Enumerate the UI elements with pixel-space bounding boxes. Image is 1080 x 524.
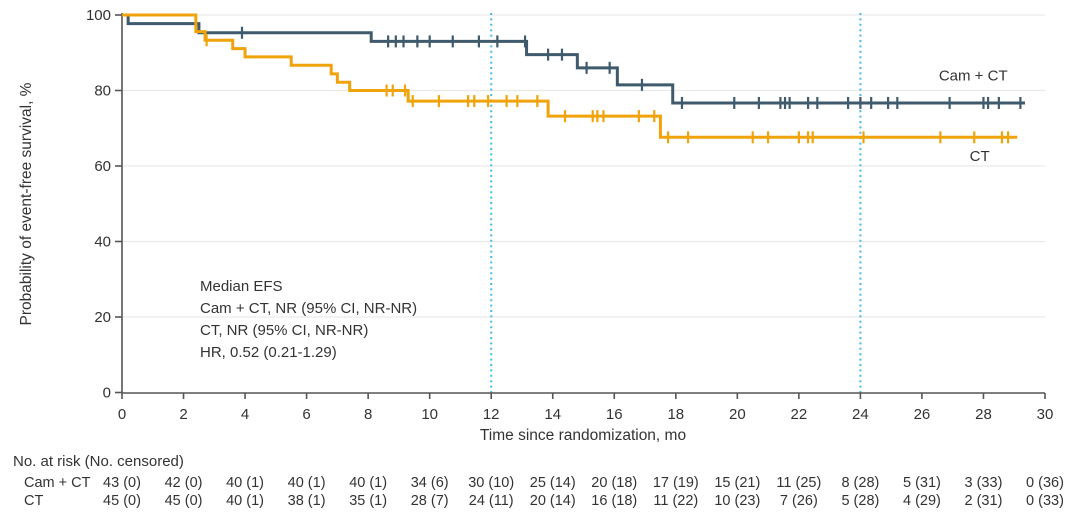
risk-cell-ct-20mo: 10 (23): [714, 493, 760, 509]
y-tick-label-100: 100: [86, 7, 111, 24]
risk-cell-ct-30mo: 0 (33): [1026, 493, 1064, 509]
risk-cell-cam-ct-8mo: 40 (1): [349, 475, 387, 491]
series-label-ct: CT: [970, 148, 990, 165]
risk-cell-ct-22mo: 7 (26): [780, 493, 818, 509]
risk-cell-ct-6mo: 38 (1): [288, 493, 326, 509]
risk-row-label-cam-ct: Cam + CT: [24, 475, 91, 491]
risk-cell-ct-18mo: 11 (22): [653, 493, 698, 509]
risk-cell-ct-12mo: 24 (11): [469, 493, 514, 509]
y-axis-title: Probability of event-free survival, %: [18, 82, 35, 325]
risk-cell-cam-ct-0mo: 43 (0): [103, 475, 141, 491]
risk-table-title: No. at risk (No. censored): [13, 453, 184, 470]
risk-cell-cam-ct-6mo: 40 (1): [288, 475, 326, 491]
risk-cell-cam-ct-12mo: 30 (10): [468, 475, 514, 491]
x-tick-label-28: 28: [975, 406, 992, 423]
risk-cell-ct-4mo: 40 (1): [226, 493, 264, 509]
annotation-line-1: Median EFS: [200, 278, 283, 295]
x-tick-label-24: 24: [852, 406, 869, 423]
risk-row-label-ct: CT: [24, 493, 43, 509]
y-tick-label-0: 0: [103, 385, 111, 402]
risk-cell-ct-10mo: 28 (7): [411, 493, 449, 509]
series-layer: [122, 13, 1025, 144]
risk-cell-ct-8mo: 35 (1): [349, 493, 387, 509]
x-tick-label-30: 30: [1037, 406, 1054, 423]
y-tick-label-40: 40: [94, 234, 111, 251]
annotation-line-3: CT, NR (95% CI, NR-NR): [200, 322, 368, 339]
risk-cell-ct-26mo: 4 (29): [903, 493, 941, 509]
survival-curve-ct: [122, 13, 1018, 139]
risk-cell-cam-ct-24mo: 8 (28): [841, 475, 879, 491]
median-efs-annotation: Median EFS Cam + CT, NR (95% CI, NR-NR) …: [200, 278, 417, 361]
x-tick-label-26: 26: [914, 406, 931, 423]
series-label-cam-ct: Cam + CT: [939, 67, 1008, 84]
x-tick-label-14: 14: [544, 406, 561, 423]
survival-curve-cam-ct: [122, 13, 1025, 105]
risk-cell-cam-ct-14mo: 25 (14): [530, 475, 576, 491]
risk-cell-ct-24mo: 5 (28): [841, 493, 879, 509]
risk-cell-ct-14mo: 20 (14): [530, 493, 576, 509]
x-tick-label-22: 22: [791, 406, 808, 423]
risk-cell-cam-ct-10mo: 34 (6): [411, 475, 449, 491]
risk-cell-cam-ct-28mo: 3 (33): [965, 475, 1003, 491]
risk-cell-cam-ct-30mo: 0 (36): [1026, 475, 1064, 491]
risk-cell-ct-2mo: 45 (0): [165, 493, 203, 509]
y-tick-label-80: 80: [94, 83, 111, 100]
risk-cell-cam-ct-16mo: 20 (18): [591, 475, 637, 491]
x-axis-title: Time since randomization, mo: [480, 427, 686, 444]
risk-cell-ct-16mo: 16 (18): [591, 493, 637, 509]
annotation-line-2: Cam + CT, NR (95% CI, NR-NR): [200, 300, 417, 317]
x-tick-label-8: 8: [364, 406, 372, 423]
risk-cell-ct-0mo: 45 (0): [103, 493, 141, 509]
x-tick-label-20: 20: [729, 406, 746, 423]
x-tick-label-2: 2: [179, 406, 187, 423]
x-tick-label-6: 6: [302, 406, 310, 423]
x-tick-label-16: 16: [606, 406, 623, 423]
annotation-line-4: HR, 0.52 (0.21-1.29): [200, 344, 337, 361]
x-tick-label-0: 0: [118, 406, 126, 423]
risk-cell-cam-ct-26mo: 5 (31): [903, 475, 941, 491]
x-tick-label-10: 10: [421, 406, 438, 423]
x-tick-label-12: 12: [483, 406, 500, 423]
risk-table-cells: 43 (0) 42 (0) 40 (1) 40 (1) 40 (1) 34 (6) 30 (…: [103, 475, 1064, 509]
y-tick-label-20: 20: [94, 309, 111, 326]
risk-cell-ct-28mo: 2 (31): [965, 493, 1003, 509]
gridlines-layer: [122, 14, 1045, 318]
risk-table: No. at risk (No. censored) Cam + CT CT 4…: [13, 453, 1064, 509]
risk-cell-cam-ct-2mo: 42 (0): [165, 475, 203, 491]
risk-cell-cam-ct-20mo: 15 (21): [714, 475, 760, 491]
y-tick-label-60: 60: [94, 158, 111, 175]
risk-cell-cam-ct-18mo: 17 (19): [653, 475, 699, 491]
reference-lines-layer: [490, 13, 862, 393]
x-tick-label-4: 4: [241, 406, 249, 423]
risk-cell-cam-ct-22mo: 11 (25): [776, 475, 821, 491]
x-tick-label-18: 18: [667, 406, 684, 423]
risk-cell-cam-ct-4mo: 40 (1): [226, 475, 264, 491]
